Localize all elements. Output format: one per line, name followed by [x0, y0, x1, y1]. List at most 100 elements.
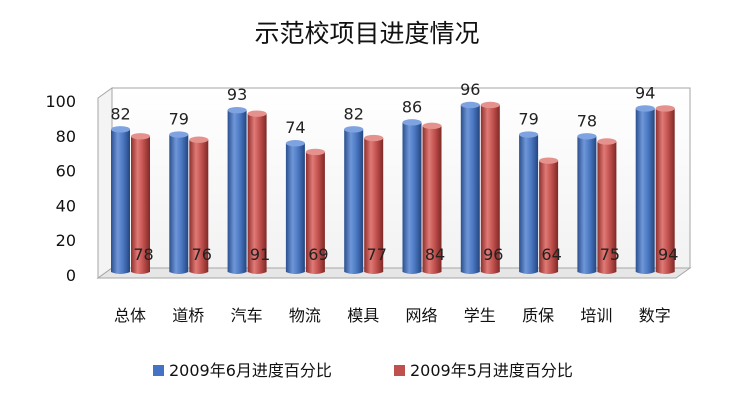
bar-body [247, 113, 267, 274]
bar-body [364, 138, 384, 274]
bar-cap [597, 138, 617, 145]
x-tick-label: 总体 [114, 306, 146, 325]
bar-cap [227, 106, 247, 114]
data-label: 76 [192, 245, 212, 264]
data-label: 75 [600, 245, 620, 264]
y-tick-label: 60 [56, 162, 76, 181]
bar-body [285, 143, 305, 274]
chart-title: 示范校项目进度情况 [254, 19, 479, 48]
x-tick-label: 数字 [639, 306, 671, 325]
y-axis: 0 20 40 60 80 100 [45, 92, 76, 285]
data-label: 82 [344, 104, 364, 123]
data-label: 94 [658, 245, 678, 264]
bar-june-5 [402, 119, 422, 274]
x-tick-label: 学生 [464, 306, 496, 325]
bar-body [519, 134, 539, 274]
legend: 2009年6月进度百分比 2009年5月进度百分比 [153, 361, 573, 380]
bar-june-4 [344, 126, 364, 274]
legend-label-may: 2009年5月进度百分比 [410, 361, 573, 380]
bar-may-0 [131, 133, 150, 274]
data-label: 78 [577, 111, 597, 130]
bar-body [480, 104, 500, 275]
x-tick-label: 模具 [347, 306, 379, 325]
y-tick-label: 40 [56, 196, 76, 215]
bar-body [539, 160, 559, 274]
x-tick-label: 物流 [289, 306, 321, 325]
data-label: 79 [518, 110, 538, 129]
bar-june-0 [111, 126, 130, 274]
bar-cap [655, 105, 675, 112]
bar-june-8 [577, 133, 597, 274]
data-label: 96 [483, 245, 503, 264]
bar-body [577, 136, 597, 274]
data-label: 84 [425, 245, 445, 264]
bar-may-3 [305, 148, 325, 274]
x-tick-label: 道桥 [172, 306, 204, 325]
x-tick-label: 质保 [522, 306, 554, 325]
data-label: 78 [133, 245, 153, 264]
bar-cap [364, 134, 384, 142]
bar-june-9 [635, 105, 655, 274]
bar-cap [111, 126, 130, 133]
legend-swatch-june [153, 365, 164, 376]
bar-june-6 [460, 101, 480, 275]
bar-body [189, 139, 209, 274]
bar-may-2 [247, 110, 267, 274]
bar-body [597, 141, 617, 274]
bar-cap [480, 101, 500, 109]
bar-body [655, 108, 675, 274]
bar-body [635, 108, 655, 274]
bar-may-7 [539, 157, 559, 274]
data-label: 96 [460, 80, 480, 99]
bars: 82 78 79 76 93 91 74 69 82 77 86 84 96 96 79 64 78 75 94 94 [110, 80, 678, 275]
bar-cap [577, 133, 597, 140]
y-tick-label: 80 [56, 127, 76, 146]
bar-cap [131, 133, 150, 140]
y-tick-label: 20 [56, 231, 76, 250]
x-tick-label: 汽车 [231, 306, 263, 325]
bar-cap [344, 126, 364, 133]
bar-body [460, 104, 480, 275]
bar-june-2 [227, 106, 247, 275]
bar-cap [189, 136, 209, 143]
bar-body [227, 110, 247, 275]
y-tick-label: 100 [45, 92, 76, 111]
bar-body [305, 151, 325, 274]
bar-may-6 [480, 101, 500, 275]
bar-cap [635, 105, 655, 112]
bar-cap [169, 131, 189, 138]
bar-cap [247, 110, 267, 117]
data-label: 64 [541, 245, 561, 264]
bar-body [111, 129, 130, 274]
bar-body [169, 134, 189, 274]
bar-may-9 [655, 105, 675, 274]
bar-may-4 [364, 134, 384, 274]
bar-body [422, 125, 442, 274]
data-label: 93 [227, 85, 247, 104]
bar-cap [460, 101, 480, 109]
data-label: 79 [169, 110, 189, 129]
bar-cap [519, 131, 539, 138]
bar-may-1 [189, 136, 209, 274]
bar-cap [539, 157, 559, 164]
bar-cap [285, 140, 305, 147]
data-label: 69 [308, 245, 328, 264]
data-label: 74 [285, 118, 305, 137]
bar-cap [422, 122, 442, 130]
bar-may-8 [597, 138, 617, 274]
data-label: 82 [110, 104, 130, 123]
bar-may-5 [422, 122, 442, 274]
data-label: 94 [635, 83, 655, 102]
data-label: 77 [367, 245, 387, 264]
data-label: 86 [402, 97, 422, 116]
bar-body [402, 122, 422, 274]
bar-body [131, 136, 150, 274]
bar-cap [305, 148, 325, 156]
bar-cap [402, 119, 422, 126]
data-label: 91 [250, 245, 270, 264]
x-axis: 总体 道桥 汽车 物流 模具 网络 学生 质保 培训 数字 [114, 306, 671, 325]
x-tick-label: 培训 [580, 306, 612, 325]
legend-label-june: 2009年6月进度百分比 [169, 361, 332, 380]
bar-june-3 [285, 140, 305, 274]
